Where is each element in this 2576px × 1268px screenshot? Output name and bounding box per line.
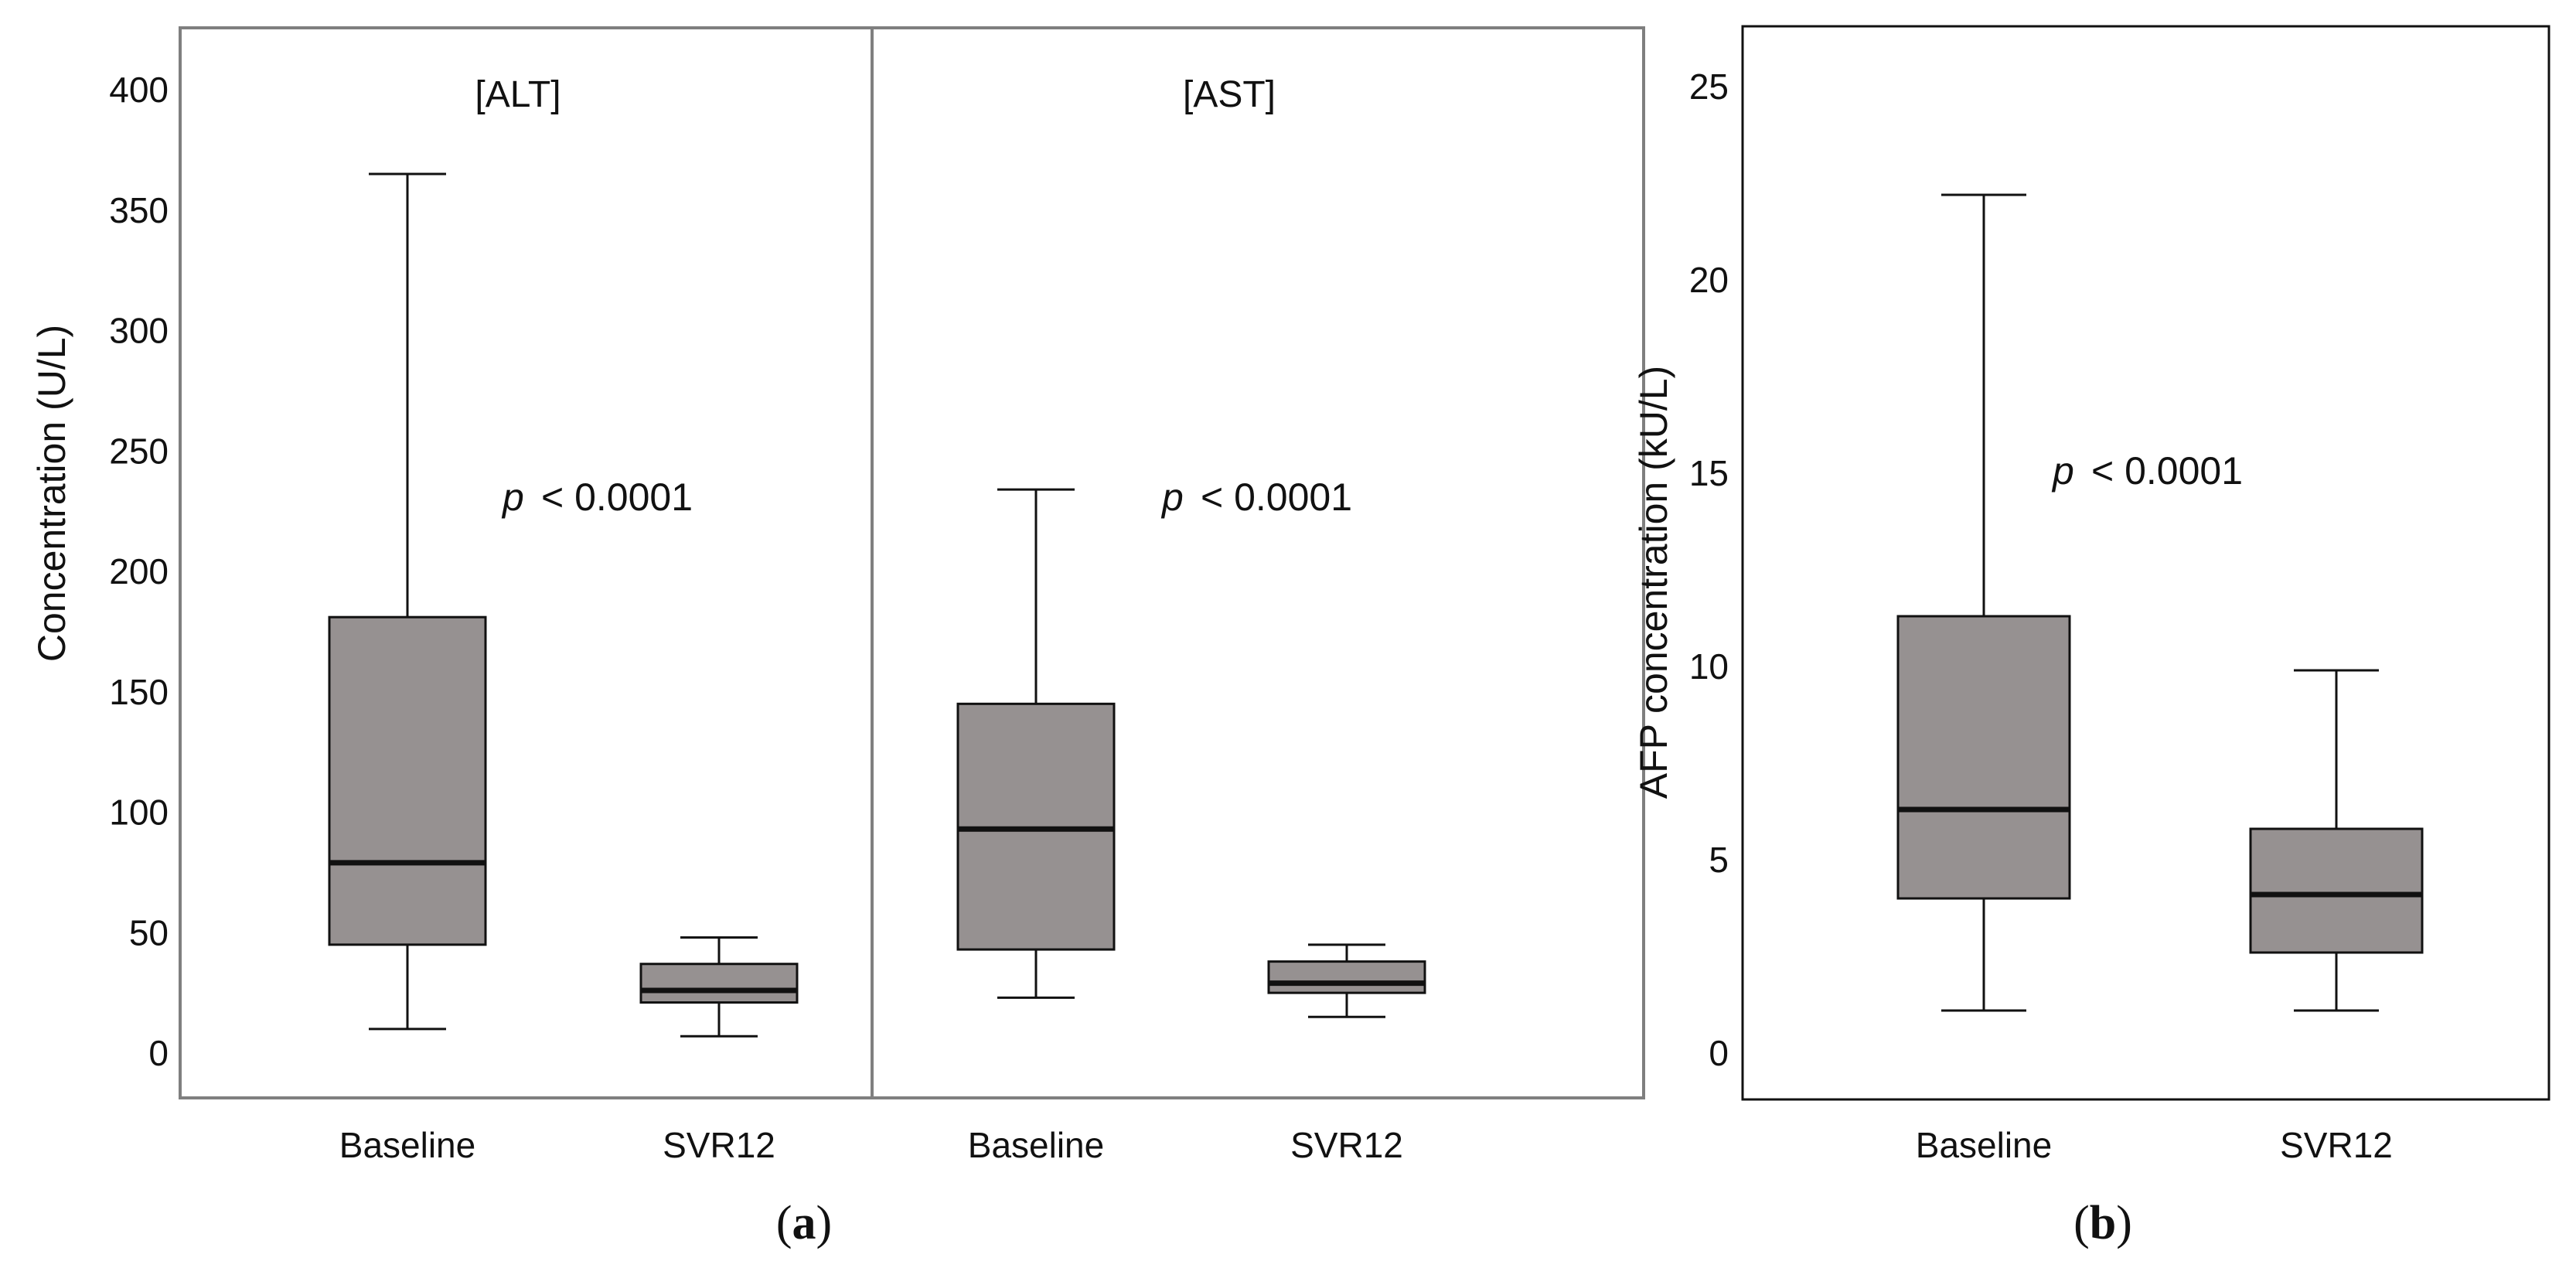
p-value-alt: p < 0.0001	[501, 476, 693, 519]
panel-letter: a	[792, 1197, 816, 1249]
p-value-text: < 0.0001	[2091, 449, 2243, 493]
panel-letter: b	[2090, 1197, 2116, 1249]
y-tick-label-b-5: 5	[1709, 840, 1729, 880]
p-symbol: p	[501, 476, 524, 519]
p-value-text: < 0.0001	[541, 476, 693, 519]
paren-open: (	[2073, 1197, 2090, 1249]
box-ast-svr12-box	[1267, 960, 1426, 994]
y-tick-label-b-20: 20	[1689, 260, 1729, 300]
x-tick-label-afp-svr12: SVR12	[2280, 1125, 2393, 1165]
p-symbol: p	[1160, 476, 1184, 519]
y-axis-label: Concentration (U/L)	[30, 325, 73, 662]
box-afp-baseline-box	[1896, 615, 2071, 900]
y-tick-label-b-25: 25	[1689, 66, 1729, 107]
y-tick-label-100: 100	[109, 792, 169, 833]
p-value-afp: p < 0.0001	[2051, 449, 2243, 493]
x-tick-label-afp-baseline: Baseline	[1916, 1125, 2052, 1165]
panel-a-frame	[179, 26, 1645, 1099]
y-tick-label-150: 150	[109, 672, 169, 712]
y-tick-label-350: 350	[109, 190, 169, 230]
y-tick-label-b-15: 15	[1689, 453, 1729, 493]
y-tick-label-250: 250	[109, 431, 169, 471]
y-axis-label-b: AFP concentration (kU/L)	[1632, 366, 1675, 799]
box-alt-svr12-box	[639, 963, 799, 1004]
box-afp-svr12-box	[2249, 827, 2424, 954]
panel-b-frame	[1741, 25, 2550, 1101]
panel-label-b: (b)	[2073, 1197, 2132, 1249]
y-tick-label-b-10: 10	[1689, 646, 1729, 687]
x-tick-label-ast-svr12: SVR12	[1290, 1125, 1403, 1165]
facet-title-ast: [AST]	[1183, 74, 1276, 115]
p-value-ast: p < 0.0001	[1160, 476, 1352, 519]
paren-close: )	[816, 1197, 833, 1249]
x-tick-label-alt-svr12: SVR12	[663, 1125, 775, 1165]
y-tick-label-300: 300	[109, 311, 169, 351]
p-value-text: < 0.0001	[1201, 476, 1352, 519]
facet-title-alt: [ALT]	[475, 74, 561, 115]
y-tick-label-b-0: 0	[1709, 1033, 1729, 1073]
y-tick-label-400: 400	[109, 70, 169, 110]
y-tick-label-200: 200	[109, 551, 169, 591]
y-tick-label-50: 50	[129, 912, 169, 953]
x-tick-label-alt-baseline: Baseline	[339, 1125, 475, 1165]
p-symbol: p	[2051, 449, 2074, 493]
paren-close: )	[2116, 1197, 2132, 1249]
y-tick-label-0: 0	[148, 1033, 169, 1073]
x-tick-label-ast-baseline: Baseline	[968, 1125, 1104, 1165]
panel-label-a: (a)	[776, 1197, 832, 1249]
paren-open: (	[776, 1197, 792, 1249]
box-alt-baseline-box	[328, 615, 487, 946]
